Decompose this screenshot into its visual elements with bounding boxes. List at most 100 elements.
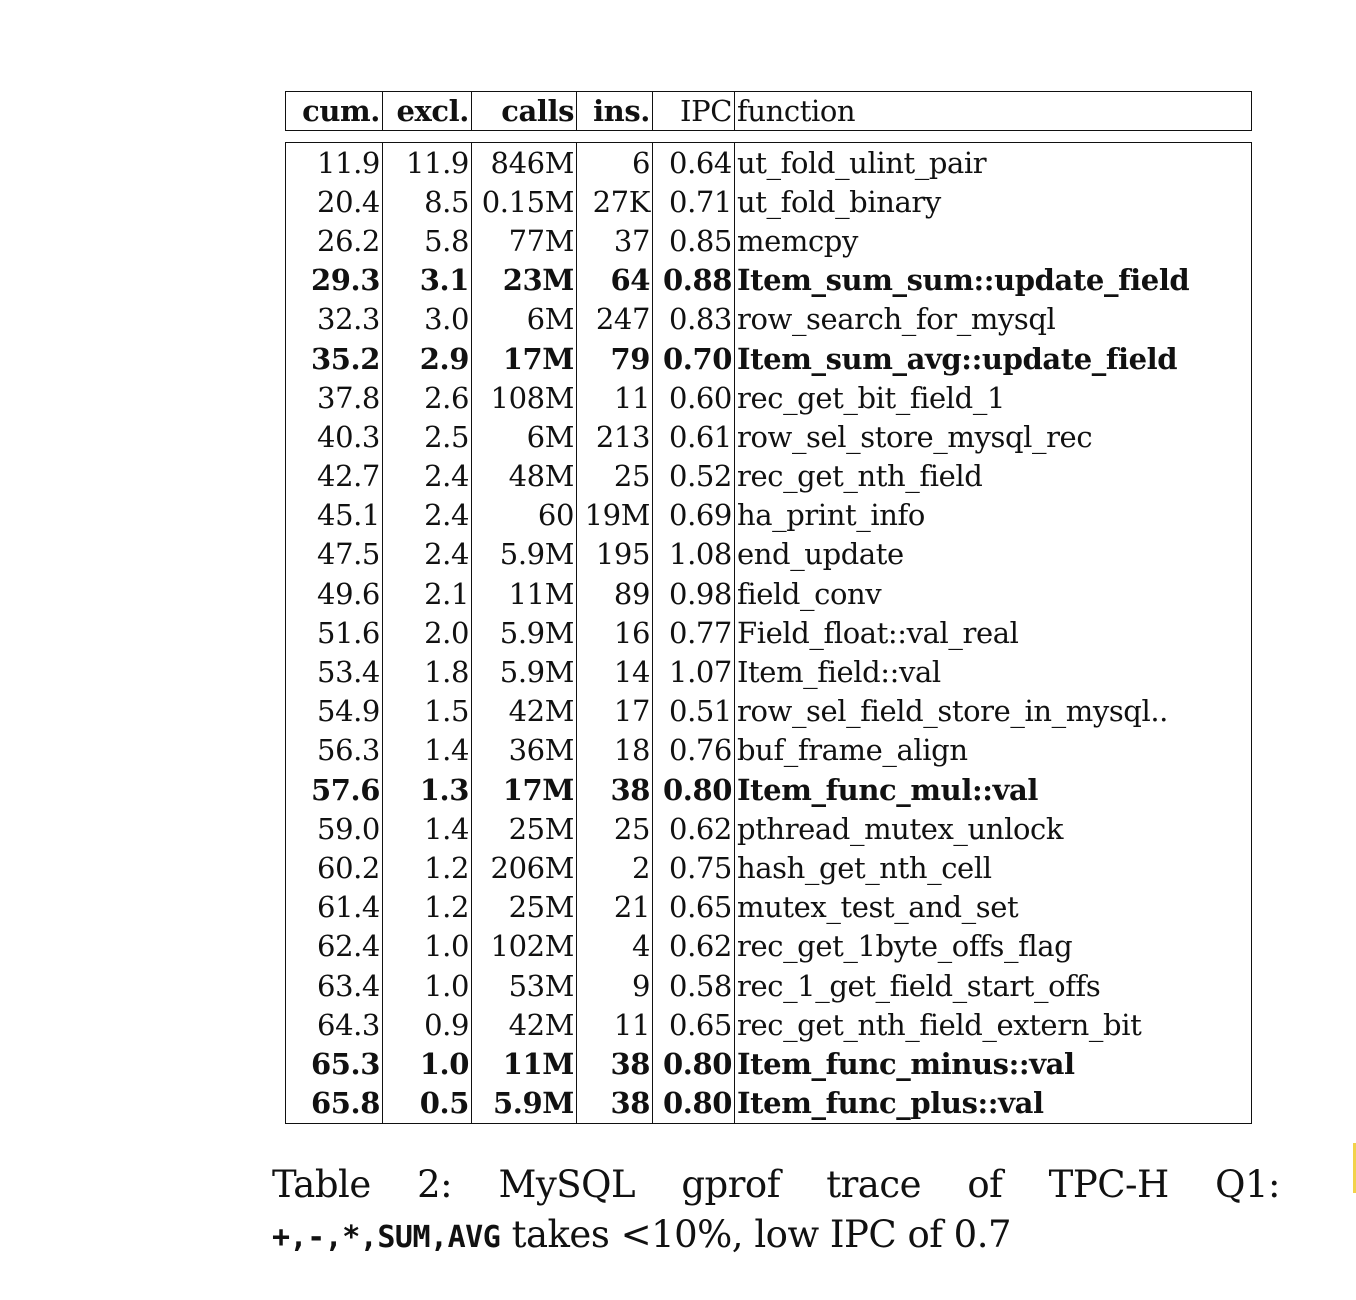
cell-cum: 62.4 — [285, 926, 383, 966]
cell-excl: 2.9 — [382, 338, 472, 379]
header-cum: cum. — [285, 91, 383, 131]
table-row: 11.9 11.9 846M 6 0.64 ut_fold_ulint_pair — [285, 142, 1252, 183]
cell-calls: 108M — [471, 378, 577, 418]
cell-function: rec_get_nth_field — [734, 456, 1252, 496]
table-row: 63.4 1.0 53M 9 0.58 rec_1_get_field_start_off… — [285, 965, 1252, 1006]
cell-excl: 0.5 — [382, 1083, 472, 1124]
cell-ipc: 0.75 — [652, 848, 735, 888]
table-row: 59.0 1.4 25M 25 0.62 pthread_mutex_unlock — [285, 809, 1252, 849]
cell-cum: 49.6 — [285, 574, 383, 614]
header-function: function — [734, 91, 1252, 131]
cell-function: ut_fold_binary — [734, 182, 1252, 222]
table-row: 40.3 2.5 6M 213 0.61 row_sel_store_mysql_rec — [285, 417, 1252, 457]
cell-excl: 1.0 — [382, 926, 472, 966]
cell-calls: 206M — [471, 848, 577, 888]
cell-ins: 4 — [576, 926, 653, 966]
cell-excl: 2.1 — [382, 574, 472, 614]
edge-highlight-mark — [1353, 1143, 1356, 1193]
header-calls: calls — [471, 91, 577, 131]
cell-ins: 37 — [576, 221, 653, 261]
cell-excl: 3.0 — [382, 299, 472, 339]
cell-excl: 1.2 — [382, 887, 472, 927]
gprof-trace-table: cum. excl. calls ins. IPC function 11.9 1… — [285, 91, 1252, 1124]
cell-ipc: 0.85 — [652, 221, 735, 261]
cell-ipc: 0.88 — [652, 260, 735, 300]
cell-ins: 79 — [576, 338, 653, 379]
cell-calls: 5.9M — [471, 534, 577, 575]
cell-ins: 2 — [576, 848, 653, 888]
header-ipc: IPC — [652, 91, 735, 131]
cell-ipc: 0.60 — [652, 378, 735, 418]
cell-ipc: 0.80 — [652, 770, 735, 810]
table-caption: Table 2: MySQL gprof trace of TPC-H Q1: … — [272, 1160, 1280, 1263]
caption-word: Table — [272, 1163, 371, 1206]
cell-calls: 42M — [471, 691, 577, 731]
cell-function: memcpy — [734, 221, 1252, 261]
cell-excl: 2.5 — [382, 417, 472, 457]
cell-cum: 20.4 — [285, 182, 383, 222]
cell-ipc: 0.80 — [652, 1083, 735, 1124]
cell-ipc: 0.98 — [652, 574, 735, 614]
caption-code: +,-,*,SUM,AVG — [272, 1220, 501, 1255]
cell-excl: 1.2 — [382, 848, 472, 888]
cell-ipc: 0.62 — [652, 809, 735, 849]
caption-word: 2: — [417, 1163, 453, 1206]
cell-ins: 9 — [576, 965, 653, 1006]
table-row: 42.7 2.4 48M 25 0.52 rec_get_nth_field — [285, 456, 1252, 496]
cell-function: Field_float::val_real — [734, 613, 1252, 653]
header-excl: excl. — [382, 91, 472, 131]
cell-excl: 1.5 — [382, 691, 472, 731]
caption-word: gprof — [681, 1163, 780, 1206]
cell-ipc: 0.71 — [652, 182, 735, 222]
cell-ins: 27K — [576, 182, 653, 222]
table-row: 29.3 3.1 23M 64 0.88 Item_sum_sum::update_fie… — [285, 260, 1252, 300]
cell-ins: 195 — [576, 534, 653, 575]
cell-cum: 65.3 — [285, 1044, 383, 1084]
caption-word: TPC-H — [1048, 1163, 1170, 1206]
cell-excl: 11.9 — [382, 142, 472, 183]
cell-cum: 42.7 — [285, 456, 383, 496]
cell-ipc: 0.70 — [652, 338, 735, 379]
cell-calls: 17M — [471, 338, 577, 379]
cell-cum: 64.3 — [285, 1005, 383, 1045]
cell-cum: 32.3 — [285, 299, 383, 339]
cell-calls: 42M — [471, 1005, 577, 1045]
cell-ins: 38 — [576, 770, 653, 810]
cell-calls: 23M — [471, 260, 577, 300]
cell-calls: 77M — [471, 221, 577, 261]
table-row: 57.6 1.3 17M 38 0.80 Item_func_mul::val — [285, 770, 1252, 810]
table-row: 53.4 1.8 5.9M 14 1.07 Item_field::val — [285, 652, 1252, 692]
cell-calls: 25M — [471, 887, 577, 927]
cell-cum: 60.2 — [285, 848, 383, 888]
cell-cum: 56.3 — [285, 730, 383, 770]
cell-cum: 11.9 — [285, 142, 383, 183]
cell-cum: 40.3 — [285, 417, 383, 457]
cell-excl: 2.0 — [382, 613, 472, 653]
cell-calls: 17M — [471, 770, 577, 810]
table-row: 37.8 2.6 108M 11 0.60 rec_get_bit_field_1 — [285, 378, 1252, 418]
cell-cum: 63.4 — [285, 965, 383, 1006]
cell-function: pthread_mutex_unlock — [734, 809, 1252, 849]
cell-excl: 5.8 — [382, 221, 472, 261]
cell-calls: 11M — [471, 574, 577, 614]
table-row: 60.2 1.2 206M 2 0.75 hash_get_nth_cell — [285, 848, 1252, 888]
cell-ins: 18 — [576, 730, 653, 770]
cell-function: end_update — [734, 534, 1252, 575]
cell-cum: 59.0 — [285, 809, 383, 849]
cell-function: buf_frame_align — [734, 730, 1252, 770]
cell-excl: 1.4 — [382, 730, 472, 770]
cell-excl: 8.5 — [382, 182, 472, 222]
table-row: 51.6 2.0 5.9M 16 0.77 Field_float::val_real — [285, 613, 1252, 653]
cell-function: Item_sum_sum::update_field — [734, 260, 1252, 300]
cell-cum: 57.6 — [285, 770, 383, 810]
cell-ipc: 0.65 — [652, 1005, 735, 1045]
table-row: 64.3 0.9 42M 11 0.65 rec_get_nth_field_extern… — [285, 1005, 1252, 1045]
cell-function: row_sel_field_store_in_mysql.. — [734, 691, 1252, 731]
table-row: 47.5 2.4 5.9M 195 1.08 end_update — [285, 534, 1252, 575]
cell-calls: 5.9M — [471, 1083, 577, 1124]
gprof-table-container: cum. excl. calls ins. IPC function 11.9 1… — [285, 91, 1252, 1124]
cell-ins: 19M — [576, 495, 653, 535]
cell-excl: 0.9 — [382, 1005, 472, 1045]
cell-cum: 61.4 — [285, 887, 383, 927]
cell-function: Item_func_plus::val — [734, 1083, 1252, 1124]
